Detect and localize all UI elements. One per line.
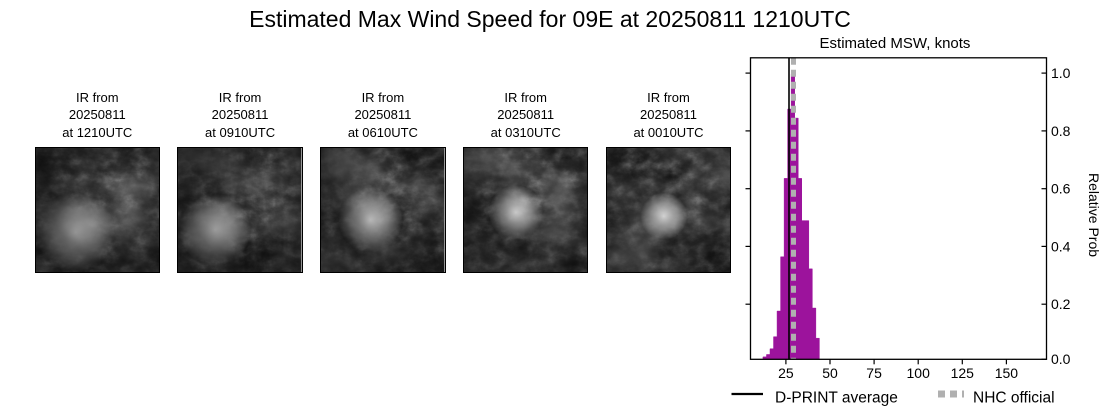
- svg-text:Relative Prob: Relative Prob: [1086, 173, 1100, 257]
- svg-text:1.0: 1.0: [1051, 65, 1071, 81]
- svg-text:D-PRINT average: D-PRINT average: [775, 390, 898, 407]
- svg-text:75: 75: [866, 365, 882, 381]
- svg-text:0.4: 0.4: [1051, 238, 1071, 254]
- svg-text:0.2: 0.2: [1051, 296, 1071, 312]
- svg-text:Estimated MSW, knots: Estimated MSW, knots: [820, 35, 971, 52]
- svg-text:100: 100: [907, 365, 931, 381]
- svg-text:0.8: 0.8: [1051, 123, 1071, 139]
- svg-text:50: 50: [822, 365, 838, 381]
- svg-text:125: 125: [951, 365, 975, 381]
- svg-text:150: 150: [995, 365, 1019, 381]
- svg-text:0.6: 0.6: [1051, 181, 1071, 197]
- svg-text:0.0: 0.0: [1051, 351, 1071, 367]
- svg-text:NHC official: NHC official: [973, 390, 1055, 407]
- svg-text:25: 25: [778, 365, 794, 381]
